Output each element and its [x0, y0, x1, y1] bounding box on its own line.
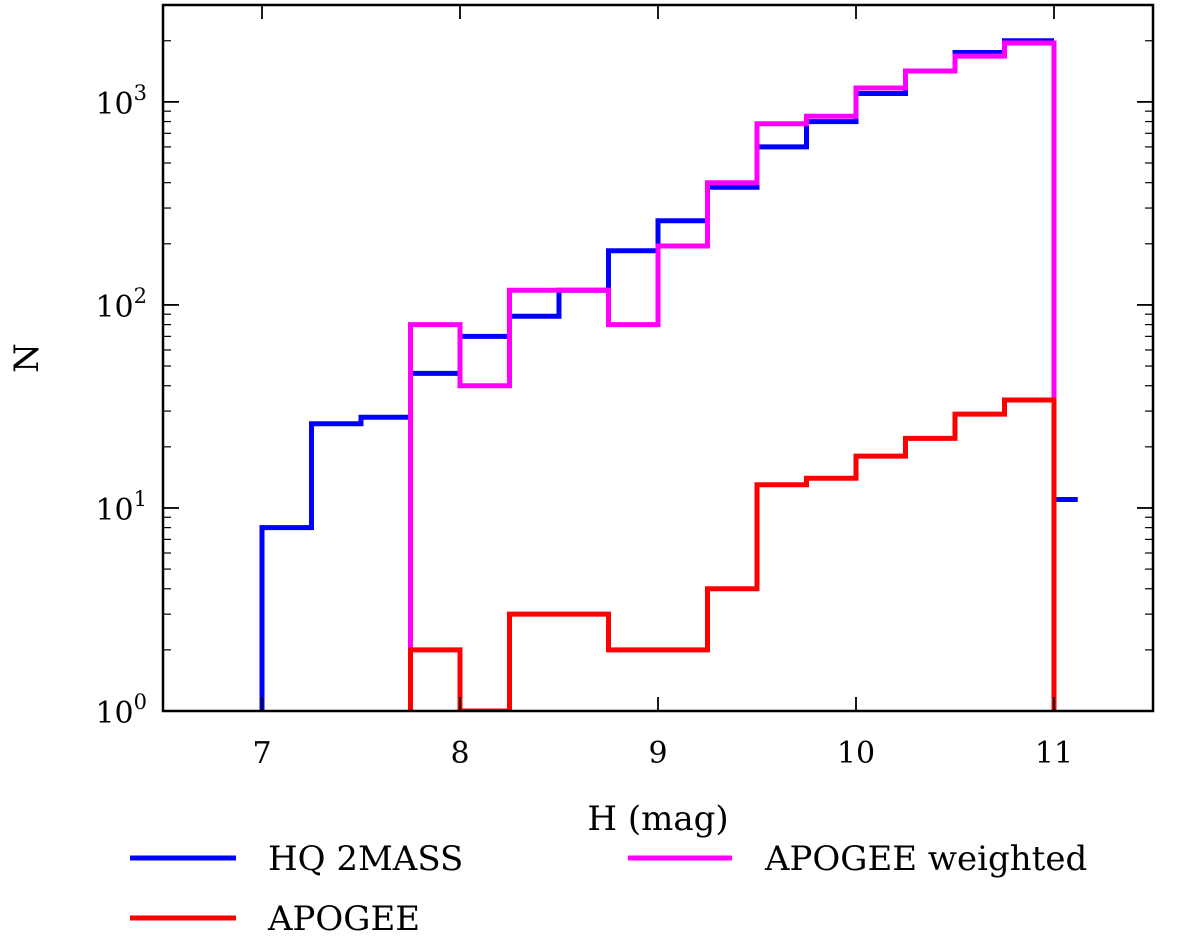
series-hq-2mass — [259, 38, 1078, 711]
legend-item-apogee: APOGEE — [130, 899, 420, 939]
axes-layer: 7 8 9 10 11 100 101 102 103 H (mag) N — [7, 3, 1155, 839]
y-tick-label: 101 — [95, 487, 147, 528]
y-axis-label: N — [7, 343, 47, 373]
x-tick-label: 7 — [252, 736, 271, 771]
series-layer — [259, 38, 1078, 711]
legend-label: HQ 2MASS — [268, 839, 463, 879]
series-apogee — [408, 397, 1057, 711]
x-tick-label: 8 — [450, 736, 469, 771]
legend-label: APOGEE weighted — [764, 839, 1087, 879]
x-tick-label: 11 — [1035, 736, 1073, 771]
series-line-apogee-weighted — [408, 40, 1057, 711]
series-line-hq-2mass — [259, 38, 1054, 711]
x-tick-label: 9 — [648, 736, 667, 771]
legend-item-apogee-weighted: APOGEE weighted — [628, 839, 1087, 879]
series-line-apogee — [408, 397, 1057, 711]
plot-frame — [161, 3, 1155, 713]
x-tick-label: 10 — [837, 736, 875, 771]
y-tick-label: 100 — [95, 690, 147, 731]
legend: HQ 2MASS APOGEE weighted APOGEE — [130, 839, 1087, 939]
legend-label: APOGEE — [267, 899, 420, 939]
x-axis-label: H (mag) — [587, 799, 728, 839]
y-tick-label: 102 — [95, 284, 147, 325]
series-apogee-weighted — [408, 40, 1057, 711]
legend-item-hq-2mass: HQ 2MASS — [130, 839, 463, 879]
y-tick-label: 103 — [95, 81, 147, 122]
